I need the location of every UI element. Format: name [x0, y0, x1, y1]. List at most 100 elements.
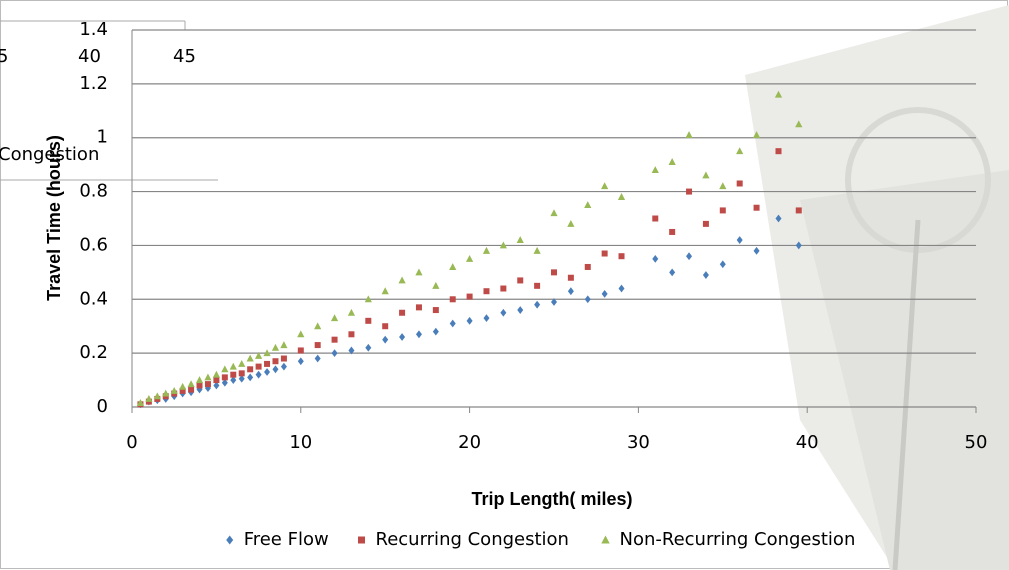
x-tick-label: 10 — [289, 432, 312, 453]
point — [517, 306, 524, 314]
y-tick-label: 1.4 — [79, 19, 108, 40]
pole — [892, 219, 921, 570]
point — [213, 381, 220, 390]
point — [331, 349, 338, 358]
overlay-text: 40 — [78, 46, 101, 67]
point — [618, 284, 625, 293]
point — [500, 285, 507, 292]
overlay-text: 45 — [173, 46, 196, 67]
point — [482, 246, 491, 254]
legend-marker — [601, 535, 610, 544]
point — [314, 354, 321, 363]
point — [551, 298, 557, 306]
point — [601, 250, 608, 257]
point — [567, 274, 574, 281]
point — [398, 276, 406, 284]
point — [196, 382, 203, 389]
point — [499, 241, 507, 249]
point — [229, 362, 237, 370]
point — [775, 148, 782, 155]
y-tick-label: 0.4 — [79, 288, 108, 309]
background-photo — [800, 170, 1009, 570]
point — [255, 363, 262, 370]
point — [483, 314, 490, 323]
point — [702, 220, 709, 227]
x-tick-label: 50 — [965, 432, 988, 453]
point — [212, 370, 220, 378]
point — [204, 373, 212, 381]
point — [187, 380, 195, 388]
point — [238, 360, 246, 367]
point — [795, 207, 802, 214]
point — [280, 362, 287, 371]
point — [365, 317, 372, 324]
point — [221, 378, 228, 387]
point — [500, 308, 507, 317]
point — [153, 392, 161, 400]
point — [651, 166, 659, 174]
overlay-text: Congestion — [0, 144, 99, 165]
point — [795, 241, 802, 250]
point — [686, 188, 693, 195]
point — [516, 236, 524, 244]
x-tick-label: 0 — [126, 432, 137, 453]
point — [255, 351, 263, 359]
point — [364, 295, 372, 303]
point — [584, 201, 592, 209]
point — [534, 300, 541, 309]
x-tick-label: 20 — [458, 432, 481, 453]
point — [230, 376, 237, 384]
point — [348, 346, 355, 355]
point — [330, 314, 339, 322]
point — [669, 268, 676, 277]
point — [188, 386, 195, 393]
point — [162, 389, 170, 397]
legend-marker — [358, 536, 365, 544]
point — [221, 365, 229, 373]
point — [584, 295, 591, 304]
point — [774, 90, 783, 98]
point — [331, 336, 338, 343]
point — [297, 347, 304, 354]
point — [247, 366, 254, 373]
point — [449, 263, 457, 270]
point — [381, 287, 389, 295]
point — [432, 281, 440, 289]
legend-label: Free Flow — [244, 529, 329, 550]
y-tick-label: 0.8 — [79, 181, 108, 202]
point — [736, 236, 743, 244]
point — [272, 365, 279, 374]
point — [736, 180, 743, 187]
point — [382, 323, 389, 330]
point — [213, 377, 220, 384]
point — [466, 293, 473, 300]
point — [271, 343, 280, 351]
point — [170, 386, 178, 394]
point — [264, 368, 271, 376]
point — [702, 271, 709, 279]
point — [669, 228, 676, 235]
point — [238, 374, 245, 383]
point — [432, 307, 439, 314]
point — [584, 263, 591, 270]
point — [246, 354, 254, 362]
point — [719, 207, 726, 214]
point — [314, 342, 321, 349]
y-tick-label: 1.2 — [79, 73, 108, 94]
point — [753, 246, 760, 255]
point — [601, 290, 608, 298]
point — [297, 330, 305, 338]
point — [736, 147, 744, 155]
point — [179, 382, 187, 390]
point — [382, 335, 389, 344]
point — [415, 330, 422, 339]
point — [365, 343, 372, 352]
x-axis-title: Trip Length( miles) — [471, 489, 632, 509]
legend-label: Non-Recurring Congestion — [620, 529, 856, 550]
point — [432, 327, 439, 336]
point — [668, 158, 676, 165]
y-tick-label: 1 — [97, 127, 108, 148]
point — [230, 371, 237, 378]
point — [280, 355, 287, 362]
